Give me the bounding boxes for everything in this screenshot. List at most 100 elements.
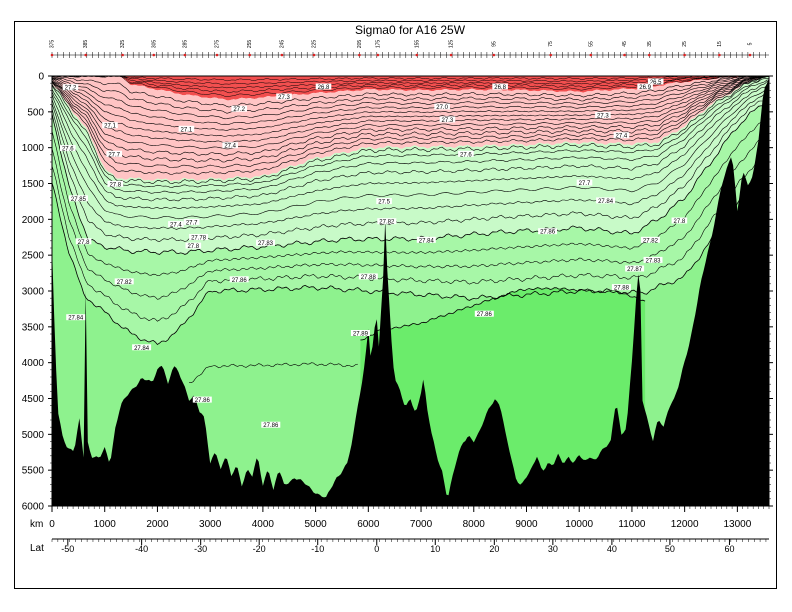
contour-label-text: 27.1 <box>181 127 193 133</box>
station-marker <box>623 53 626 57</box>
contour-label-bg <box>256 239 275 246</box>
station-label: 275 <box>215 40 221 49</box>
y-tick-label: 2500 <box>22 251 45 262</box>
contour-label: 27.0 <box>434 103 450 111</box>
contour-label-text: 27.78 <box>191 236 207 242</box>
station-labels: 375 385 325 305 285 275 255 245 225 205 175 155 125 9… <box>50 40 769 58</box>
station-marker <box>280 53 284 57</box>
station-label: 255 <box>247 40 253 49</box>
contour-label: 26.9 <box>637 83 653 91</box>
lat-tick-label: 0 <box>374 544 379 554</box>
y-tick-label: 3500 <box>22 322 45 333</box>
y-tick-label: 500 <box>27 107 44 118</box>
contour-label-text: 27.82 <box>643 238 659 244</box>
lat-tick-label: 50 <box>665 544 675 554</box>
station-marker <box>415 53 419 57</box>
station-label: 45 <box>622 41 628 47</box>
contour-line <box>51 77 770 188</box>
band-pink-thermocline <box>52 76 769 182</box>
contour-line <box>51 79 770 194</box>
station-marker <box>589 53 593 57</box>
contour-label-text: 27.8 <box>187 244 199 250</box>
contour-label-text: 27.84 <box>598 199 614 205</box>
contour-label: 27.8 <box>671 217 688 225</box>
contour-label-text: 27.6 <box>460 152 472 158</box>
contour-line <box>189 362 358 383</box>
station-label: 55 <box>588 41 594 47</box>
contour-label: 27.88 <box>358 273 378 281</box>
contour-label-bg <box>68 195 88 202</box>
contour-line <box>51 75 770 108</box>
contour-label: 27.86 <box>192 396 212 404</box>
contour-label-bg <box>75 238 92 245</box>
seafloor-fill <box>52 77 769 506</box>
contour-label-text: 27.87 <box>627 267 643 273</box>
contour-label: 27.2 <box>231 105 247 113</box>
contour-label: 27.86 <box>538 228 558 236</box>
contour-label-text: 27.3 <box>442 118 454 124</box>
station-label: 285 <box>182 40 188 49</box>
contour-label-bg <box>106 150 122 157</box>
contour-line <box>51 93 770 242</box>
contour-label: 27.86 <box>261 421 281 429</box>
lat-tick-label: 20 <box>489 544 499 554</box>
contour-label: 27.89 <box>350 330 370 338</box>
seafloor-bathymetry <box>52 77 769 506</box>
station-marker <box>50 53 54 57</box>
contour-label-bg <box>434 103 450 110</box>
lat-tick-label: -30 <box>194 544 207 554</box>
contour-line <box>51 97 770 255</box>
contour-label: 27.86 <box>229 276 249 284</box>
x-tick-label: 6000 <box>357 519 380 530</box>
lat-tick-label: 60 <box>724 544 734 554</box>
contour-label: 27.6 <box>60 145 76 153</box>
station-marker <box>748 53 752 57</box>
station-marker <box>152 53 156 57</box>
station-label: 15 <box>717 41 723 47</box>
contour-label: 27.8 <box>185 242 202 250</box>
contour-label-bg <box>222 142 238 149</box>
contour-label-bg <box>576 179 593 186</box>
contour-label-bg <box>114 278 134 285</box>
station-label: 385 <box>83 40 89 49</box>
contour-label: 26.8 <box>315 83 332 91</box>
contour-label: 27.4 <box>613 132 630 140</box>
x-tick-label: 10000 <box>565 519 593 530</box>
contour-label-bg <box>458 150 474 157</box>
station-marker <box>248 53 251 57</box>
contour-label-text: 27.7 <box>186 220 198 226</box>
station-label: 95 <box>491 41 497 47</box>
contour-label-bg <box>276 93 292 100</box>
contour-label: 27.7 <box>106 150 122 158</box>
station-marker <box>683 53 686 57</box>
contour-label-bg <box>102 122 118 129</box>
y-tick-label: 3000 <box>22 287 45 298</box>
lat-tick-label: 10 <box>430 544 440 554</box>
contour-label-text: 27.86 <box>263 423 279 429</box>
contour-label-bg <box>492 83 508 90</box>
station-marker <box>718 53 721 57</box>
contour-label-bg <box>168 221 184 228</box>
contour-line <box>51 87 770 220</box>
contour-label-bg <box>474 310 494 317</box>
contour-label: 27.3 <box>595 112 611 120</box>
contour-label-text: 27.86 <box>477 312 493 318</box>
contour-label-bg <box>358 273 378 280</box>
chart-title: Sigma0 for A16 25W <box>355 23 466 37</box>
contour-line <box>51 90 770 230</box>
contour-label-text: 27.83 <box>645 258 661 264</box>
contour-label: 27.3 <box>276 93 292 101</box>
lat-tick-label: -50 <box>61 544 74 554</box>
axes: 0500100015002000250030003500400045005000… <box>22 72 773 554</box>
contour-label: 27.82 <box>114 278 134 286</box>
contour-label-text: 27.8 <box>78 240 90 246</box>
contour-label-text: 27.86 <box>232 278 248 284</box>
contour-label: 27.3 <box>439 116 456 124</box>
contour-label: 27.82 <box>640 236 660 244</box>
contour-line <box>51 75 769 114</box>
contour-label-text: 27.84 <box>68 316 84 322</box>
contour-label-bg <box>132 344 152 351</box>
contour-label: 27.8 <box>75 238 92 246</box>
contour-label-text: 27.2 <box>233 107 245 113</box>
contour-label-text: 27.84 <box>419 238 435 244</box>
